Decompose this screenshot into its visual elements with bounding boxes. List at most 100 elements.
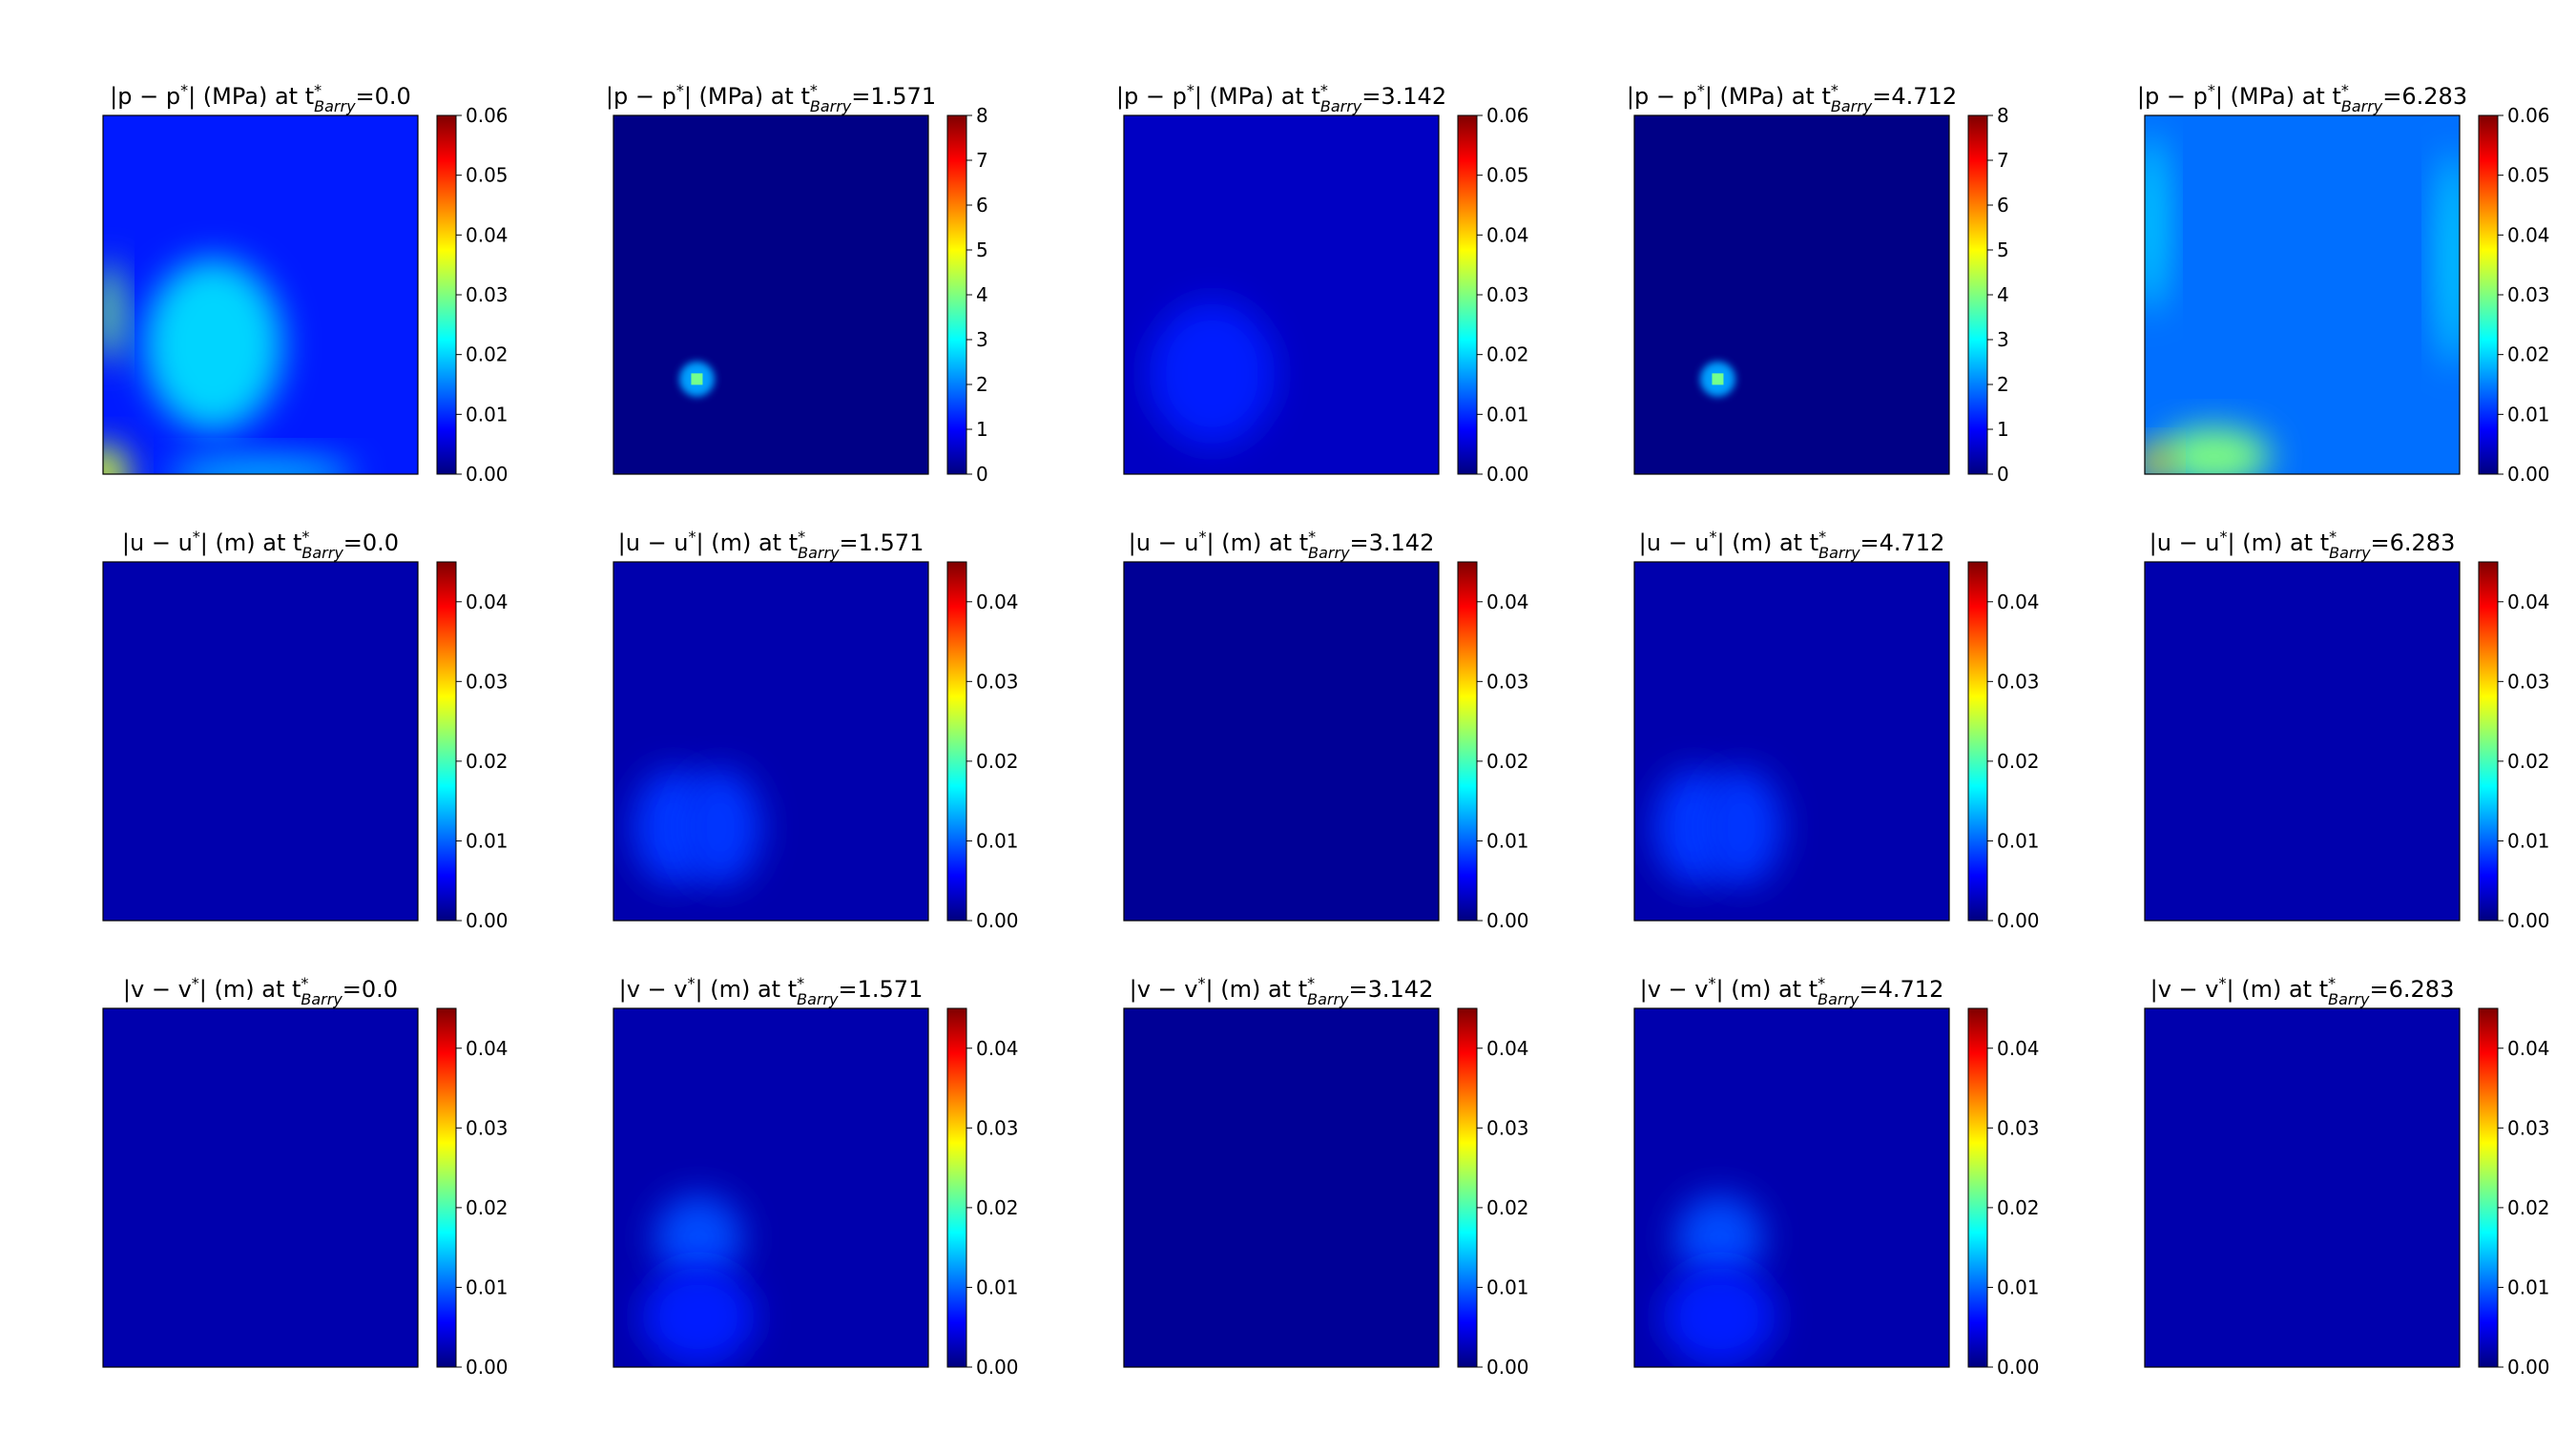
- colorbar: 0.00 0.01 0.02 0.03 0.04 0.05 0.06: [1457, 104, 1529, 486]
- colorbar-gradient: [2478, 1007, 2499, 1368]
- subplot-title: |p − p*| (MPa) at t* Barry=0.0: [110, 81, 411, 115]
- colorbar-tick-label: 4: [976, 283, 988, 306]
- colorbar-gradient: [946, 114, 967, 475]
- title-value: =3.142: [1349, 976, 1434, 1003]
- colorbar-tick-label: 0.00: [1486, 909, 1529, 932]
- subplot-title: |v − v*| (m) at t* Barry=6.283: [2150, 974, 2455, 1008]
- title-rhs: | (m) at t: [1716, 976, 1818, 1003]
- subplot-p-t3.142: |p − p*| (MPa) at t* Barry=3.1420.000.010…: [1116, 81, 1529, 486]
- subplot-title: |p − p*| (MPa) at t* Barry=3.142: [1116, 81, 1446, 115]
- colorbar-gradient: [436, 1007, 457, 1368]
- subplot-u-t0.0: |u − u*| (m) at t* Barry=0.00.000.010.020…: [102, 528, 509, 932]
- colorbar: 0.00 0.01 0.02 0.03 0.04: [2478, 1007, 2550, 1379]
- colorbar-tick-label: 0.02: [1486, 343, 1529, 366]
- title-value: =1.571: [851, 83, 936, 110]
- heatmap-image: [2145, 562, 2460, 921]
- colorbar-tick-label: 0.04: [976, 591, 1019, 613]
- title-sup-star: *: [1308, 528, 1316, 546]
- title-rhs: | (m) at t: [1717, 529, 1819, 556]
- title-lhs: |u − u: [1639, 529, 1710, 556]
- heatmap-feature: [103, 262, 122, 363]
- title-star: *: [689, 528, 696, 546]
- colorbar: 0.00 0.01 0.02 0.03 0.04: [946, 561, 1019, 932]
- subplot-title: |p − p*| (MPa) at t* Barry=1.571: [606, 81, 936, 115]
- colorbar-tick-label: 0.01: [1486, 403, 1529, 425]
- title-sup-star: *: [1320, 81, 1328, 99]
- colorbar-tick-label: 0.02: [1997, 1196, 2040, 1219]
- colorbar-gradient: [946, 561, 967, 922]
- colorbar-tick-label: 0: [976, 463, 988, 486]
- title-subscript: Barry: [810, 97, 852, 115]
- subplot-u-t6.283: |u − u*| (m) at t* Barry=6.2830.000.010.0…: [2144, 528, 2550, 932]
- colorbar-tick-label: 2: [1997, 373, 2009, 396]
- colorbar-tick-label: 0.03: [976, 670, 1019, 693]
- colorbar: 0.00 0.01 0.02 0.03 0.04 0.05 0.06: [436, 104, 509, 486]
- title-star: *: [2208, 81, 2215, 99]
- title-star: *: [1710, 528, 1717, 546]
- colorbar-tick-label: 0.00: [1997, 1356, 2040, 1379]
- colorbar-tick-label: 0.00: [976, 909, 1019, 932]
- colorbar: 0 1 2 3 4 5 6 7 8: [946, 104, 988, 486]
- heatmap-background: [103, 562, 418, 921]
- title-rhs: | (m) at t: [2227, 976, 2329, 1003]
- title-star: *: [2219, 974, 2227, 992]
- colorbar-tick-label: 0.03: [976, 1116, 1019, 1139]
- title-rhs: | (m) at t: [1207, 529, 1309, 556]
- title-star: *: [1198, 974, 1206, 992]
- colorbar-tick-label: 0.03: [1486, 670, 1529, 693]
- colorbar: 0.00 0.01 0.02 0.03 0.04: [1967, 561, 2040, 932]
- title-lhs: |p − p: [2137, 83, 2208, 110]
- heatmap-image: [1124, 115, 1439, 474]
- title-subscript: Barry: [1320, 97, 1362, 115]
- title-lhs: |v − v: [123, 976, 192, 1003]
- title-sup-star: *: [797, 974, 804, 992]
- title-sup-star: *: [798, 528, 805, 546]
- colorbar-tick-label: 0.03: [466, 283, 509, 306]
- title-lhs: |v − v: [1130, 976, 1198, 1003]
- colorbar-tick-label: 0.01: [1486, 1275, 1529, 1298]
- colorbar-tick-label: 7: [1997, 149, 2009, 172]
- colorbar-tick-label: 1: [1997, 418, 2009, 441]
- title-lhs: |v − v: [1640, 976, 1709, 1003]
- colorbar: 0.00 0.01 0.02 0.03 0.04: [436, 1007, 509, 1379]
- heatmap-background: [2145, 1008, 2460, 1367]
- title-rhs: | (MPa) at t: [684, 83, 810, 110]
- colorbar-tick-label: 0.04: [976, 1037, 1019, 1060]
- heatmap-frame: [1123, 114, 1440, 475]
- colorbar-tick-label: 0.02: [466, 750, 509, 773]
- title-lhs: |p − p: [606, 83, 676, 110]
- colorbar-tick-label: 0.02: [466, 1196, 509, 1219]
- colorbar-tick-label: 0.01: [466, 829, 509, 852]
- colorbar-tick-label: 0.02: [2507, 750, 2550, 773]
- heatmap-frame: [2144, 561, 2461, 922]
- title-subscript: Barry: [1818, 544, 1860, 562]
- heatmap-background: [1124, 562, 1439, 921]
- colorbar-gradient: [1457, 561, 1478, 922]
- colorbar-tick-label: 0.01: [2507, 403, 2550, 425]
- title-subscript: Barry: [2328, 990, 2370, 1008]
- colorbar-tick-label: 0.04: [466, 591, 509, 613]
- title-lhs: |u − u: [2150, 529, 2220, 556]
- colorbar-tick-label: 0.04: [466, 223, 509, 246]
- title-value: =1.571: [839, 976, 924, 1003]
- colorbar-gradient: [436, 561, 457, 922]
- title-star: *: [2220, 528, 2228, 546]
- colorbar: 0 1 2 3 4 5 6 7 8: [1967, 104, 2009, 486]
- colorbar-tick-label: 0.03: [1997, 670, 2040, 693]
- title-value: =3.142: [1361, 83, 1446, 110]
- heatmap-frame: [613, 1007, 929, 1368]
- title-sup-star: *: [1307, 974, 1315, 992]
- heatmap-frame: [613, 114, 929, 475]
- title-star: *: [1199, 528, 1207, 546]
- heatmap-feature: [1662, 1266, 1776, 1367]
- title-sup-star: *: [2341, 81, 2349, 99]
- colorbar: 0.00 0.01 0.02 0.03 0.04 0.05 0.06: [2478, 104, 2550, 486]
- subplot-p-t6.283: |p − p*| (MPa) at t* Barry=6.2830.000.010…: [2137, 81, 2550, 486]
- title-star: *: [1697, 81, 1705, 99]
- colorbar-tick-label: 0.01: [1997, 1275, 2040, 1298]
- colorbar-tick-label: 0.03: [2507, 670, 2550, 693]
- heatmap-frame: [102, 1007, 419, 1368]
- subplot-p-t0.0: |p − p*| (MPa) at t* Barry=0.00.000.010.0…: [102, 81, 509, 486]
